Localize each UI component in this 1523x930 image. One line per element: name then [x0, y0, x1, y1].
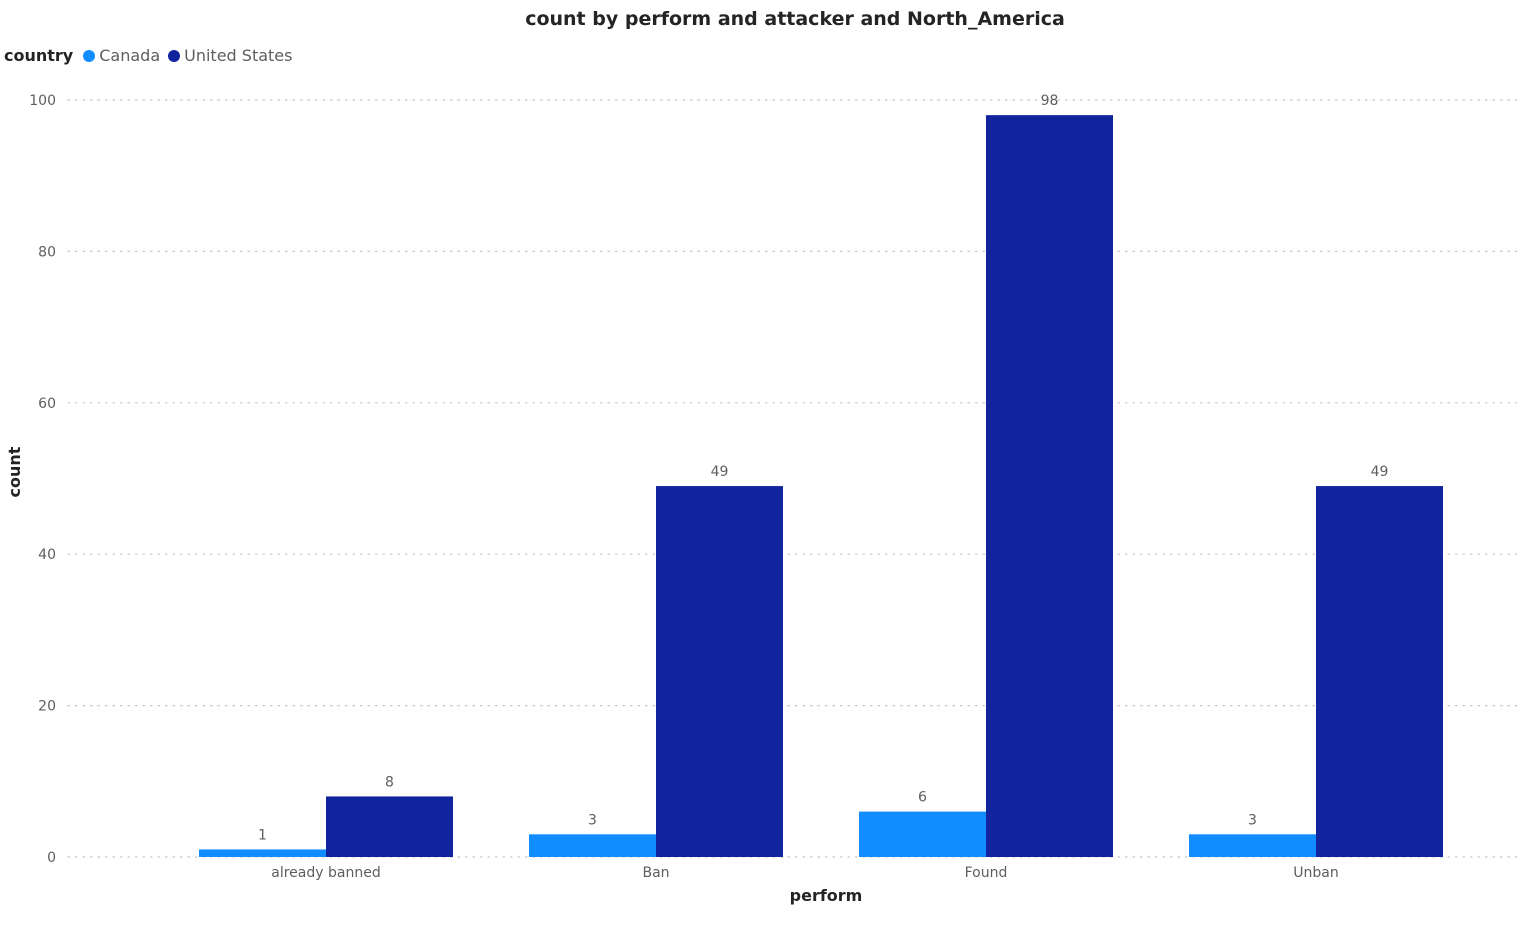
- data-label-canada-found: 6: [918, 790, 927, 806]
- bar-united-states-ban[interactable]: [656, 486, 783, 857]
- data-labels: 1 8 3 49 6 98 3 49: [258, 93, 1388, 843]
- bars: [199, 115, 1443, 857]
- x-axis-title: perform: [790, 886, 863, 905]
- legend-dot-canada: [83, 49, 96, 62]
- y-axis-ticks: 0 20 40 60 80 100: [29, 93, 56, 866]
- bar-united-states-unban[interactable]: [1316, 486, 1443, 857]
- data-label-canada-ban: 3: [588, 812, 597, 828]
- gridlines: [67, 99, 1523, 858]
- legend-label-united-states: United States: [184, 46, 293, 65]
- data-label-united-states-already-banned: 8: [385, 774, 394, 790]
- bar-canada-already-banned[interactable]: [199, 849, 326, 857]
- chart-title: count by perform and attacker and North_…: [525, 8, 1065, 30]
- data-label-canada-already-banned: 1: [258, 827, 267, 843]
- data-label-canada-unban: 3: [1248, 812, 1257, 828]
- legend: country Canada United States: [4, 46, 300, 65]
- bar-canada-unban[interactable]: [1189, 834, 1316, 857]
- bar-canada-found[interactable]: [859, 811, 986, 857]
- x-tick-label-found: Found: [965, 865, 1008, 881]
- y-axis-title: count: [5, 446, 24, 497]
- data-label-united-states-ban: 49: [711, 464, 729, 480]
- y-tick-label-60: 60: [38, 396, 56, 412]
- y-tick-label-20: 20: [38, 699, 56, 715]
- bar-united-states-already-banned[interactable]: [326, 796, 453, 857]
- bar-united-states-found[interactable]: [986, 115, 1113, 857]
- bar-canada-ban[interactable]: [529, 834, 656, 857]
- y-tick-label-80: 80: [38, 244, 56, 260]
- y-tick-label-100: 100: [29, 93, 56, 109]
- legend-title: country: [4, 46, 74, 65]
- y-tick-label-0: 0: [47, 850, 56, 866]
- legend-item-canada[interactable]: Canada: [83, 46, 160, 65]
- x-axis-ticks: already banned Ban Found Unban: [271, 865, 1338, 881]
- legend-item-united-states[interactable]: United States: [168, 46, 292, 65]
- x-tick-label-ban: Ban: [642, 865, 669, 881]
- x-tick-label-already-banned: already banned: [271, 865, 380, 881]
- legend-dot-united-states: [168, 49, 181, 62]
- data-label-united-states-found: 98: [1041, 93, 1059, 109]
- data-label-united-states-unban: 49: [1371, 464, 1389, 480]
- y-tick-label-40: 40: [38, 547, 56, 563]
- x-tick-label-unban: Unban: [1293, 865, 1338, 881]
- legend-label-canada: Canada: [99, 46, 161, 65]
